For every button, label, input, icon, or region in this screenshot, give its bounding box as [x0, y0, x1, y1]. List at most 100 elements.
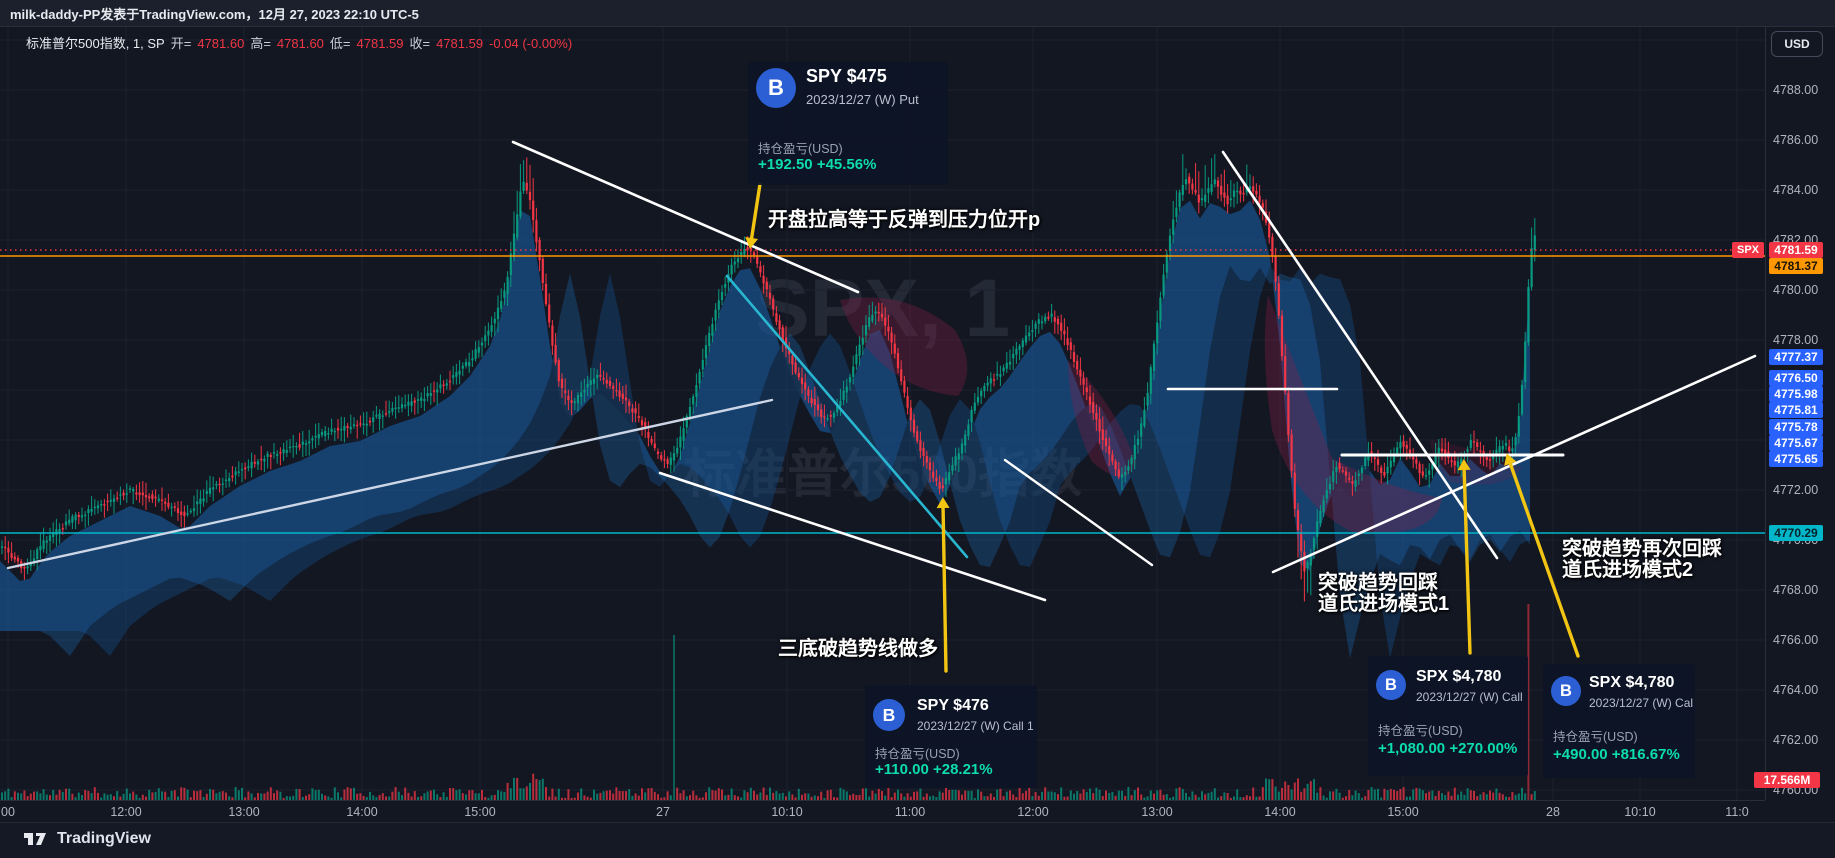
volume-bar [122, 793, 125, 800]
candle-body [1434, 455, 1437, 465]
candle-body [1501, 445, 1504, 450]
position-badge-spx-call-1[interactable]: B SPX $4,780 2023/12/27 (W) Call 持仓盈亏(USD) +… [1368, 656, 1528, 776]
candle-body [1056, 318, 1060, 325]
position-badge-spy-call[interactable]: B SPY $476 2023/12/27 (W) Call 1 持仓盈亏(USD) +… [865, 685, 1037, 788]
volume-bar [1329, 791, 1331, 800]
symbol-price-tag: SPX [1732, 242, 1764, 258]
volume-bar [1505, 796, 1507, 800]
candle-body [768, 292, 772, 299]
volume-bar [986, 796, 989, 800]
annotation-dow-entry-2[interactable]: 突破趋势再次回踩 道氏进场模式2 [1562, 538, 1722, 581]
candle-body [48, 535, 52, 541]
candle-body [1316, 521, 1319, 537]
candle-body [100, 503, 103, 506]
volume-bar [1258, 796, 1261, 800]
volume-bar [228, 796, 231, 800]
volume-bar [705, 792, 707, 800]
candle-body [1143, 409, 1146, 426]
volume-bar [756, 794, 759, 800]
symbol-legend[interactable]: 标准普尔500指数, 1, SP 开= 4781.60 高= 4781.60 低= 4781… [26, 33, 578, 52]
volume-bar [999, 788, 1002, 800]
candle-body [1344, 471, 1348, 476]
volume-bar [436, 794, 439, 800]
candle-body [378, 413, 381, 419]
volume-bar [1444, 795, 1447, 800]
volume-bar [532, 773, 535, 800]
candle-body [948, 472, 951, 481]
volume-bar [77, 792, 80, 800]
position-badge-spy-put[interactable]: B SPY $475 2023/12/27 (W) Put 持仓盈亏(USD) +192… [748, 62, 948, 185]
candle-body [714, 309, 717, 321]
volume-bar [554, 796, 557, 800]
candle-body [788, 348, 791, 355]
volume-bar [858, 794, 861, 800]
candle-body [548, 304, 551, 323]
volume-bar [1207, 792, 1210, 800]
candle-body [77, 514, 80, 518]
volume-bar [39, 793, 42, 800]
volume-bar [1098, 789, 1101, 800]
candle-body [605, 379, 608, 384]
annotation-dow-entry-1[interactable]: 突破趋势回踩 道氏进场模式1 [1318, 572, 1450, 615]
volume-bar [1018, 787, 1021, 800]
candle-body [1332, 471, 1335, 483]
legend-symbol-name[interactable]: 标准普尔500指数, 1, SP [26, 36, 165, 51]
candle-body [109, 499, 112, 502]
candle-body [452, 375, 455, 378]
arrow-entry-2 [1507, 458, 1580, 658]
time-axis[interactable]: 00 12:00 13:00 14:00 15:00 27 10:10 11:00 12:00 1… [0, 800, 1765, 823]
candle-body [1290, 434, 1293, 471]
candle-body [215, 483, 218, 486]
candle-body [1402, 440, 1405, 447]
position-badge-spx-call-2[interactable]: B SPX $4,780 2023/12/27 (W) Call 1 持仓盈亏(USD… [1543, 664, 1695, 778]
volume-bar [807, 793, 810, 800]
volume-bar [695, 795, 698, 800]
volume-bar [1111, 791, 1114, 800]
volume-bar [1143, 797, 1146, 800]
candle-body [250, 461, 253, 469]
candle-body [42, 540, 45, 549]
candle-body [429, 392, 432, 396]
position-pl-value: +1,080.00 +270.00% [1378, 740, 1518, 757]
candle-body [1492, 456, 1495, 460]
time-axis-label: 11:0 [1725, 805, 1749, 819]
candle-body [1460, 458, 1463, 465]
tradingview-brand[interactable]: TradingView [24, 830, 151, 848]
volume-bar [778, 793, 781, 800]
candle-body [660, 455, 663, 460]
candle-body [394, 407, 397, 409]
volume-bar [455, 790, 458, 800]
candle-body [288, 446, 292, 449]
candle-body [45, 540, 48, 543]
volume-bar [954, 789, 957, 800]
volume-bar [189, 797, 192, 800]
position-pl-label: 持仓盈亏(USD) [758, 142, 843, 156]
price-axis[interactable]: USD 4788.00 4786.00 4784.00 4782.00 4780.00 4… [1754, 26, 1835, 800]
candle-body [154, 496, 157, 499]
candle-body [52, 532, 55, 538]
time-axis-label: 13:00 [228, 805, 260, 819]
volume-bar [1239, 797, 1242, 800]
volume-bar [276, 790, 279, 800]
volume-bar [55, 794, 58, 800]
volume-bar [429, 790, 432, 800]
candle-body [1456, 461, 1460, 468]
annotation-triple-bottom[interactable]: 三底破趋势线做多 [778, 638, 938, 660]
candle-body [874, 311, 877, 314]
candle-body [1312, 538, 1316, 550]
drawing-price-label: 4775.65 [1769, 451, 1823, 467]
volume-bar [1277, 791, 1280, 800]
volume-bar [625, 791, 627, 800]
volume-bar [1527, 604, 1530, 800]
volume-bar [890, 797, 893, 800]
annotation-open-rally[interactable]: 开盘拉高等于反弹到压力位开p [768, 209, 1041, 231]
volume-bar [196, 791, 199, 800]
currency-button[interactable]: USD [1771, 31, 1823, 57]
volume-bar [1140, 794, 1143, 800]
candle-body [541, 258, 544, 284]
volume-bar [442, 792, 445, 800]
volume-bar [1105, 790, 1107, 800]
candle-body [359, 423, 362, 425]
candle-body [157, 498, 160, 501]
candle-body [58, 529, 61, 533]
